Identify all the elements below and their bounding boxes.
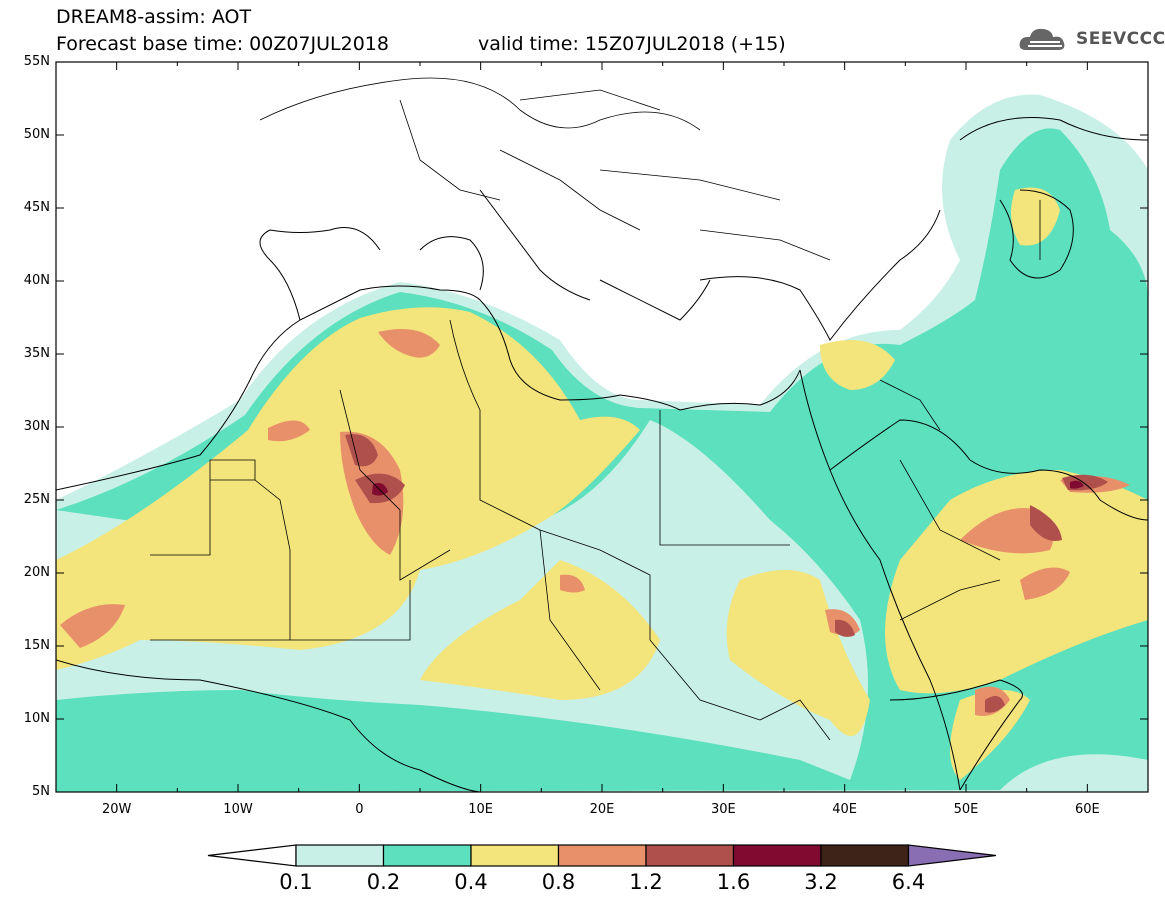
logo-text: SEEVCCC [1076, 29, 1165, 49]
lat-label: 20N [23, 565, 50, 580]
lon-label: 30E [710, 802, 736, 817]
lat-label: 10N [23, 711, 50, 726]
lon-label: 0 [355, 802, 364, 817]
colorbar-label: 0.1 [279, 870, 313, 894]
lat-label: 45N [23, 200, 50, 215]
colorbar-label: 0.8 [541, 870, 576, 894]
lon-label: 40E [832, 802, 858, 817]
model-title: DREAM8-assim: AOT [56, 6, 252, 28]
lon-label: 50E [953, 802, 979, 817]
axis-ticks [55, 61, 1149, 793]
lon-label: 10E [468, 802, 494, 817]
lat-label: 35N [23, 346, 50, 361]
seevccc-logo: SEEVCCC [1018, 24, 1165, 56]
colorbar-label: 3.2 [804, 870, 838, 894]
lat-label: 25N [23, 492, 50, 507]
lon-label: 10W [223, 802, 253, 817]
aot-field-yellow [56, 187, 1148, 780]
coastlines [56, 117, 1148, 792]
valid-time: valid time: 15Z07JUL2018 (+15) [478, 33, 786, 55]
colorbar-label: 1.2 [629, 870, 663, 894]
colorbar-label: 1.6 [716, 870, 751, 894]
lat-label: 55N [23, 54, 50, 69]
colorbar-label: 0.4 [454, 870, 488, 894]
country-borders [150, 77, 1041, 741]
lon-label: 20E [589, 802, 615, 817]
lat-label: 50N [23, 127, 50, 142]
lat-label: 30N [23, 419, 50, 434]
cloud-logo-icon [1019, 28, 1065, 50]
colorbar-label: 0.2 [366, 870, 401, 894]
lon-label: 20W [101, 802, 132, 817]
lat-label: 40N [23, 273, 50, 288]
lon-label: 60E [1074, 802, 1100, 817]
lat-label: 15N [23, 638, 50, 653]
forecast-base-time: Forecast base time: 00Z07JUL2018 [56, 33, 389, 55]
lat-label: 5N [32, 784, 50, 799]
colorbar-label: 6.4 [891, 870, 926, 894]
